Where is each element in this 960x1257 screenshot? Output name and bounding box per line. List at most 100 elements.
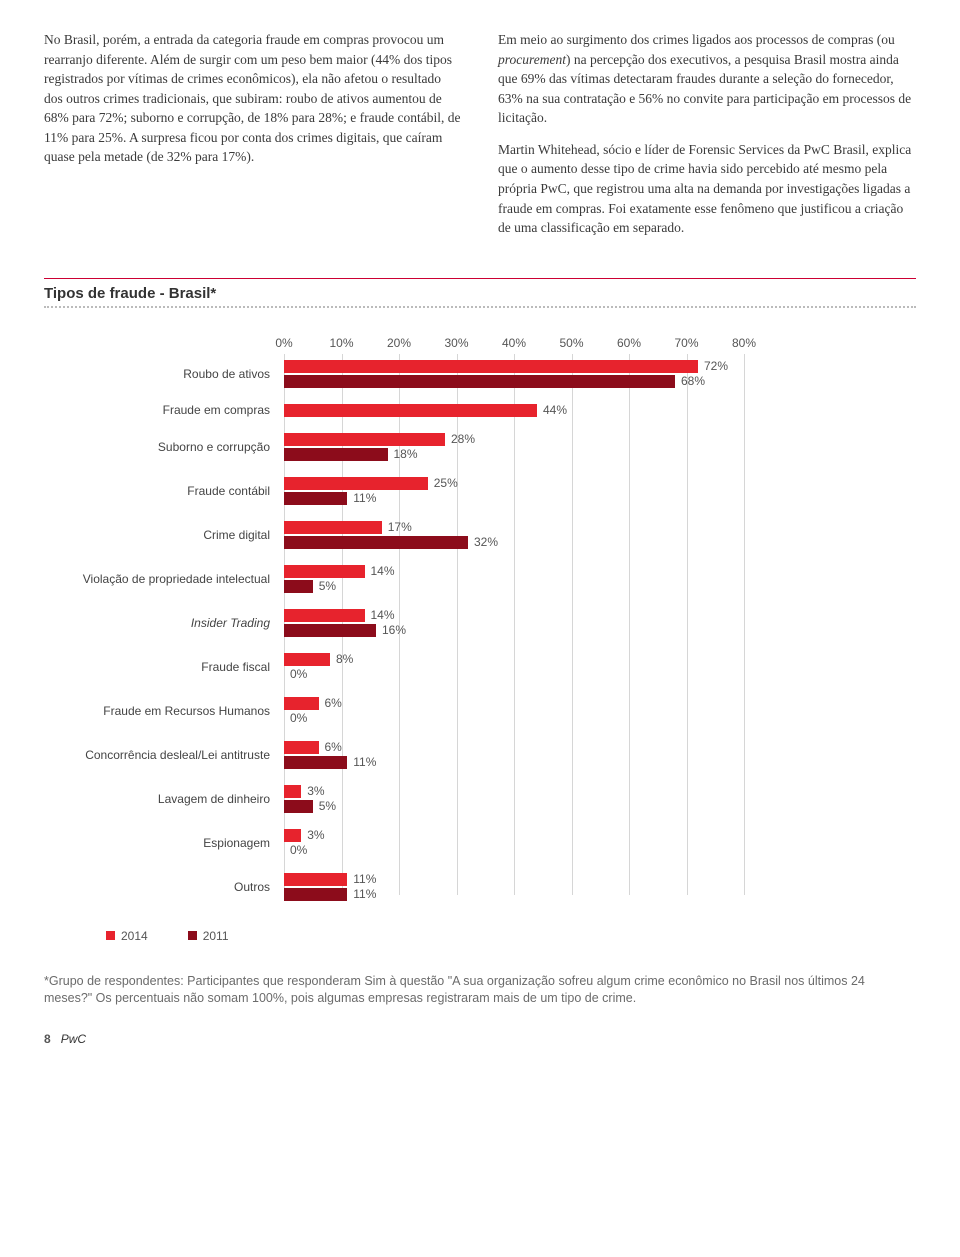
chart-row: Lavagem de dinheiro3%5% [284,785,744,813]
bar-category-label: Fraude fiscal [44,660,270,674]
column-right: Em meio ao surgimento dos crimes ligados… [498,30,916,238]
bar-value-label: 14% [371,608,395,622]
chart-bars: Roubo de ativos72%68% Fraude em compras44… [284,360,744,901]
bar-value-label: 11% [353,491,376,505]
dotted-divider [44,306,916,308]
paragraph: Em meio ao surgimento dos crimes ligados… [498,30,916,128]
bar-a: 6% [284,697,319,710]
legend-label: 2011 [203,929,229,943]
bar-a: 8% [284,653,330,666]
axis-tick: 0% [275,336,292,350]
bar-value-label: 32% [474,535,498,549]
bar-b: 68% [284,375,675,388]
bar-category-label: Outros [44,880,270,894]
bar-value-label: 17% [388,520,412,534]
legend-item-2011: 2011 [188,929,229,943]
chart-row: Roubo de ativos72%68% [284,360,744,388]
bar-category-label: Violação de propriedade intelectual [44,572,270,586]
chart-row: Outros11%11% [284,873,744,901]
bar-value-label: 16% [382,623,406,637]
text-run: Em meio ao surgimento dos crimes ligados… [498,32,895,47]
chart-x-axis: 0%10%20%30%40%50%60%70%80% [284,336,744,354]
bar-value-label: 28% [451,432,475,446]
chart-plot-area: 0%10%20%30%40%50%60%70%80% Roubo de ativ… [284,336,744,901]
legend-swatch-icon [106,931,115,940]
bar-a: 28% [284,433,445,446]
page-footer: 8 PwC [44,1032,916,1046]
chart-row: Fraude fiscal8%0% [284,653,744,681]
bar-b: 16% [284,624,376,637]
axis-tick: 30% [444,336,468,350]
paragraph: Martin Whitehead, sócio e líder de Foren… [498,140,916,238]
bar-value-label: 5% [319,799,336,813]
bar-category-label: Suborno e corrupção [44,440,270,454]
chart-row: Fraude em compras44% [284,404,744,417]
bar-category-label: Insider Trading [44,616,270,630]
bar-b: 32% [284,536,468,549]
bar-value-label: 8% [336,652,353,666]
bar-value-label: 14% [371,564,395,578]
bar-category-label: Fraude em Recursos Humanos [44,704,270,718]
chart-row: Suborno e corrupção28%18% [284,433,744,461]
bar-category-label: Lavagem de dinheiro [44,792,270,806]
body-columns: No Brasil, porém, a entrada da categoria… [44,30,916,238]
chart-footnote: *Grupo de respondentes: Participantes qu… [44,973,916,1008]
bar-a: 44% [284,404,537,417]
bar-value-label: 68% [681,374,705,388]
bar-a: 3% [284,785,301,798]
bar-value-label: 11% [353,755,376,769]
brand-label: PwC [61,1032,86,1046]
bar-b: 11% [284,492,347,505]
axis-tick: 20% [387,336,411,350]
chart-row: Insider Trading14%16% [284,609,744,637]
bar-a: 72% [284,360,698,373]
bar-value-label: 0% [290,711,307,725]
bar-category-label: Concorrência desleal/Lei antitruste [44,748,270,762]
chart-title: Tipos de fraude - Brasil* [44,278,916,302]
bar-value-label: 6% [325,696,342,710]
bar-value-label: 3% [307,828,324,842]
bar-category-label: Fraude em compras [44,403,270,417]
bar-category-label: Espionagem [44,836,270,850]
axis-tick: 50% [559,336,583,350]
bar-value-label: 72% [704,359,728,373]
bar-b: 11% [284,888,347,901]
bar-category-label: Fraude contábil [44,484,270,498]
bar-a: 14% [284,609,365,622]
legend-item-2014: 2014 [106,929,148,943]
bar-a: 3% [284,829,301,842]
axis-tick: 40% [502,336,526,350]
paragraph: No Brasil, porém, a entrada da categoria… [44,30,462,167]
bar-value-label: 0% [290,843,307,857]
page-number: 8 [44,1032,51,1046]
axis-tick: 80% [732,336,756,350]
bar-category-label: Roubo de ativos [44,367,270,381]
bar-value-label: 5% [319,579,336,593]
bar-b: 11% [284,756,347,769]
chart-row: Fraude em Recursos Humanos6%0% [284,697,744,725]
bar-value-label: 25% [434,476,458,490]
chart-row: Concorrência desleal/Lei antitruste6%11% [284,741,744,769]
chart-row: Violação de propriedade intelectual14%5% [284,565,744,593]
bar-value-label: 0% [290,667,307,681]
fraud-types-chart: 0%10%20%30%40%50%60%70%80% Roubo de ativ… [44,336,916,901]
chart-row: Espionagem3%0% [284,829,744,857]
chart-row: Fraude contábil25%11% [284,477,744,505]
bar-category-label: Crime digital [44,528,270,542]
bar-value-label: 18% [394,447,418,461]
bar-a: 25% [284,477,428,490]
axis-tick: 70% [674,336,698,350]
text-emphasis: procurement [498,52,566,67]
chart-row: Crime digital17%32% [284,521,744,549]
chart-legend: 2014 2011 [106,929,916,943]
bar-value-label: 11% [353,872,376,886]
bar-a: 11% [284,873,347,886]
axis-tick: 10% [329,336,353,350]
bar-a: 6% [284,741,319,754]
bar-b: 18% [284,448,388,461]
bar-a: 14% [284,565,365,578]
bar-value-label: 6% [325,740,342,754]
bar-a: 17% [284,521,382,534]
bar-value-label: 3% [307,784,324,798]
legend-label: 2014 [121,929,148,943]
